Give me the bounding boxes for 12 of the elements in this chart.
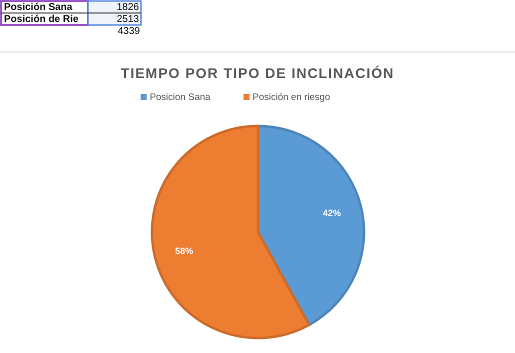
pie-slice	[256, 124, 366, 326]
text: Posición de Rie	[4, 14, 79, 25]
data-label: 58%	[175, 246, 194, 256]
data-label: 42%	[322, 208, 341, 218]
legend-label: Posicion Sana	[150, 92, 212, 103]
text: 2513	[116, 14, 140, 25]
text: 4339	[118, 26, 140, 37]
text: Posición Sana	[4, 2, 73, 13]
text: 1826	[116, 2, 140, 13]
chart-title: TIEMPO POR TIPO DE INCLINACIÓN	[120, 65, 394, 81]
legend-label: Posición en riesgo	[252, 92, 330, 103]
pie-slice	[150, 124, 310, 340]
